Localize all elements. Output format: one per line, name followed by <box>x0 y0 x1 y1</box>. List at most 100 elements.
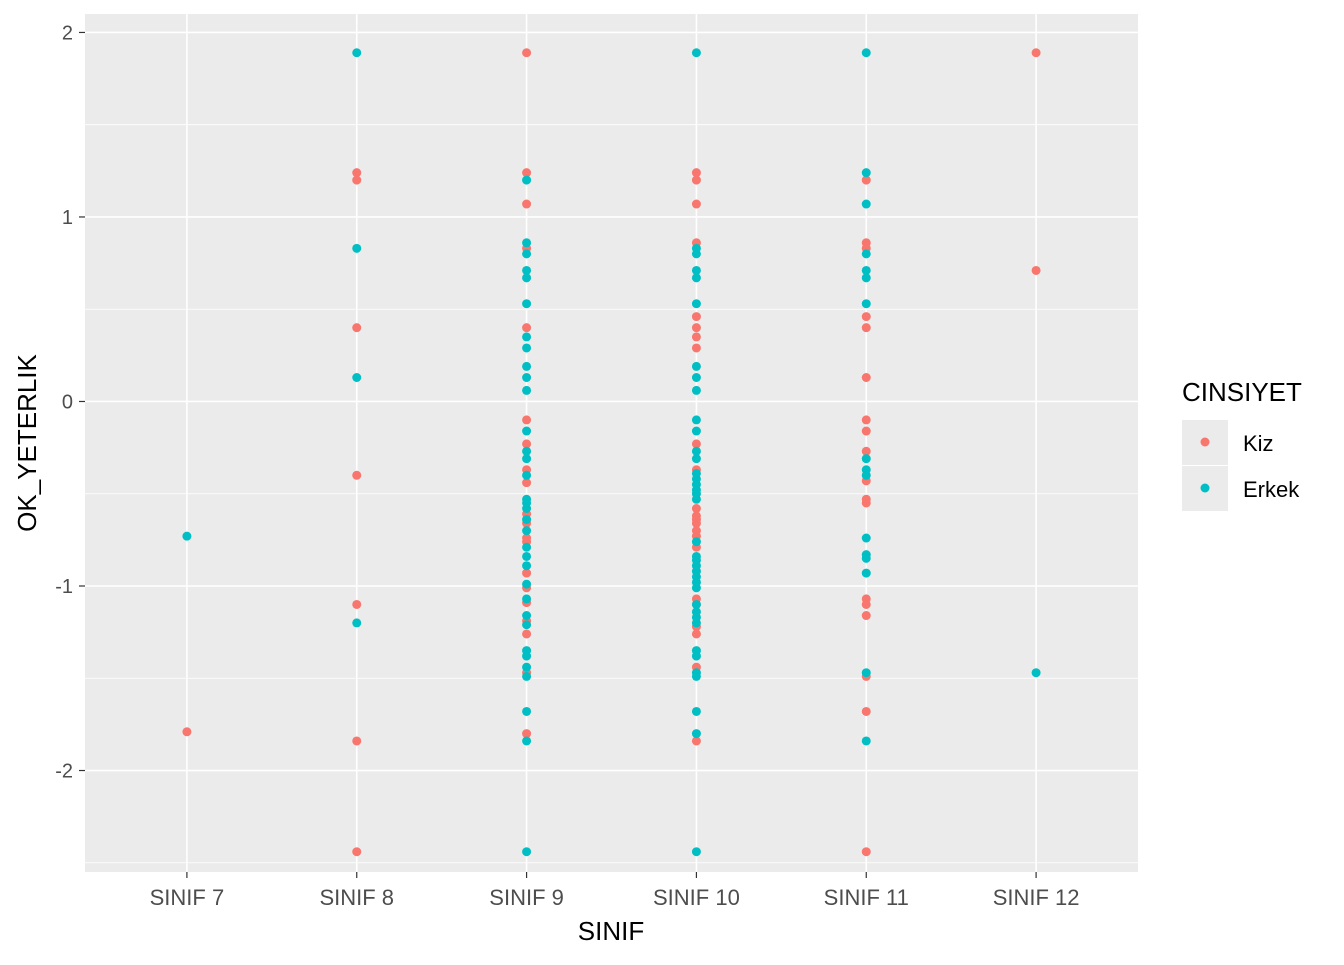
point-kiz <box>861 312 871 322</box>
y-tick-label: -1 <box>55 576 73 598</box>
point-erkek <box>691 361 701 371</box>
point-erkek <box>522 273 532 283</box>
y-tick-label: -2 <box>55 761 73 783</box>
point-kiz <box>352 847 362 857</box>
plot-panel <box>85 14 1138 872</box>
x-tick-label: SINIF 7 <box>150 885 225 910</box>
legend: CINSIYET Kiz Erkek <box>1182 377 1302 511</box>
point-kiz <box>691 504 701 514</box>
point-erkek <box>522 332 532 342</box>
point-erkek <box>861 249 871 259</box>
point-kiz <box>522 323 532 333</box>
point-erkek <box>352 48 362 58</box>
legend-label-kiz: Kiz <box>1243 431 1274 456</box>
point-erkek <box>522 671 532 681</box>
point-erkek <box>1031 668 1041 678</box>
point-kiz <box>691 332 701 342</box>
point-kiz <box>522 168 532 178</box>
point-erkek <box>691 299 701 309</box>
point-erkek <box>522 620 532 630</box>
point-kiz <box>861 175 871 185</box>
point-erkek <box>522 662 532 672</box>
point-erkek <box>691 618 701 628</box>
point-kiz <box>861 415 871 425</box>
x-tick-label: SINIF 9 <box>489 885 564 910</box>
point-erkek <box>861 553 871 563</box>
point-erkek <box>522 446 532 456</box>
point-kiz <box>861 599 871 609</box>
legend-key-kiz <box>1200 437 1210 447</box>
x-tick-label: SINIF 11 <box>824 885 909 910</box>
point-erkek <box>861 533 871 543</box>
y-tick-label: 1 <box>62 207 73 229</box>
point-erkek <box>691 454 701 464</box>
point-erkek <box>522 361 532 371</box>
x-tick-label: SINIF 8 <box>319 885 394 910</box>
point-erkek <box>522 551 532 561</box>
point-erkek <box>691 494 701 504</box>
point-erkek <box>691 415 701 425</box>
point-kiz <box>352 323 362 333</box>
point-kiz <box>861 706 871 716</box>
point-kiz <box>522 48 532 58</box>
point-kiz <box>1031 265 1041 275</box>
point-erkek <box>691 426 701 436</box>
legend-label-erkek: Erkek <box>1243 477 1300 502</box>
point-erkek <box>691 385 701 395</box>
point-erkek <box>522 706 532 716</box>
point-erkek <box>522 249 532 259</box>
point-erkek <box>691 651 701 661</box>
point-erkek <box>691 273 701 283</box>
point-kiz <box>861 611 871 621</box>
point-erkek <box>522 515 532 525</box>
point-kiz <box>861 446 871 456</box>
legend-key-erkek <box>1200 483 1210 493</box>
point-erkek <box>522 504 532 514</box>
point-kiz <box>522 568 532 578</box>
x-axis-ticks: SINIF 7 SINIF 8 SINIF 9 SINIF 10 SINIF 11 SIN… <box>150 872 1080 910</box>
point-kiz <box>352 736 362 746</box>
point-erkek <box>352 372 362 382</box>
x-tick-label: SINIF 12 <box>993 885 1080 910</box>
point-kiz <box>182 727 192 737</box>
point-erkek <box>691 729 701 739</box>
point-erkek <box>861 668 871 678</box>
point-erkek <box>861 454 871 464</box>
x-axis-title: SINIF <box>578 916 644 946</box>
point-erkek <box>861 470 871 480</box>
point-erkek <box>691 599 701 609</box>
point-kiz <box>691 323 701 333</box>
point-erkek <box>691 847 701 857</box>
point-kiz <box>522 478 532 488</box>
point-kiz <box>522 439 532 449</box>
legend-title: CINSIYET <box>1182 377 1302 407</box>
point-kiz <box>691 312 701 322</box>
point-erkek <box>522 265 532 275</box>
point-erkek <box>691 537 701 547</box>
point-kiz <box>691 518 701 528</box>
point-erkek <box>691 583 701 593</box>
point-erkek <box>522 594 532 604</box>
point-kiz <box>352 168 362 178</box>
point-erkek <box>522 372 532 382</box>
point-erkek <box>522 238 532 248</box>
point-kiz <box>522 729 532 739</box>
point-kiz <box>861 323 871 333</box>
point-erkek <box>522 736 532 746</box>
point-erkek <box>522 385 532 395</box>
point-kiz <box>352 470 362 480</box>
point-kiz <box>691 175 701 185</box>
point-erkek <box>861 48 871 58</box>
point-erkek <box>691 671 701 681</box>
point-kiz <box>861 426 871 436</box>
data-points <box>182 48 1041 857</box>
y-tick-label: 2 <box>62 22 73 44</box>
point-erkek <box>522 847 532 857</box>
point-erkek <box>691 48 701 58</box>
point-erkek <box>522 343 532 353</box>
point-erkek <box>691 249 701 259</box>
point-kiz <box>352 599 362 609</box>
point-kiz <box>1031 48 1041 58</box>
point-erkek <box>522 542 532 552</box>
